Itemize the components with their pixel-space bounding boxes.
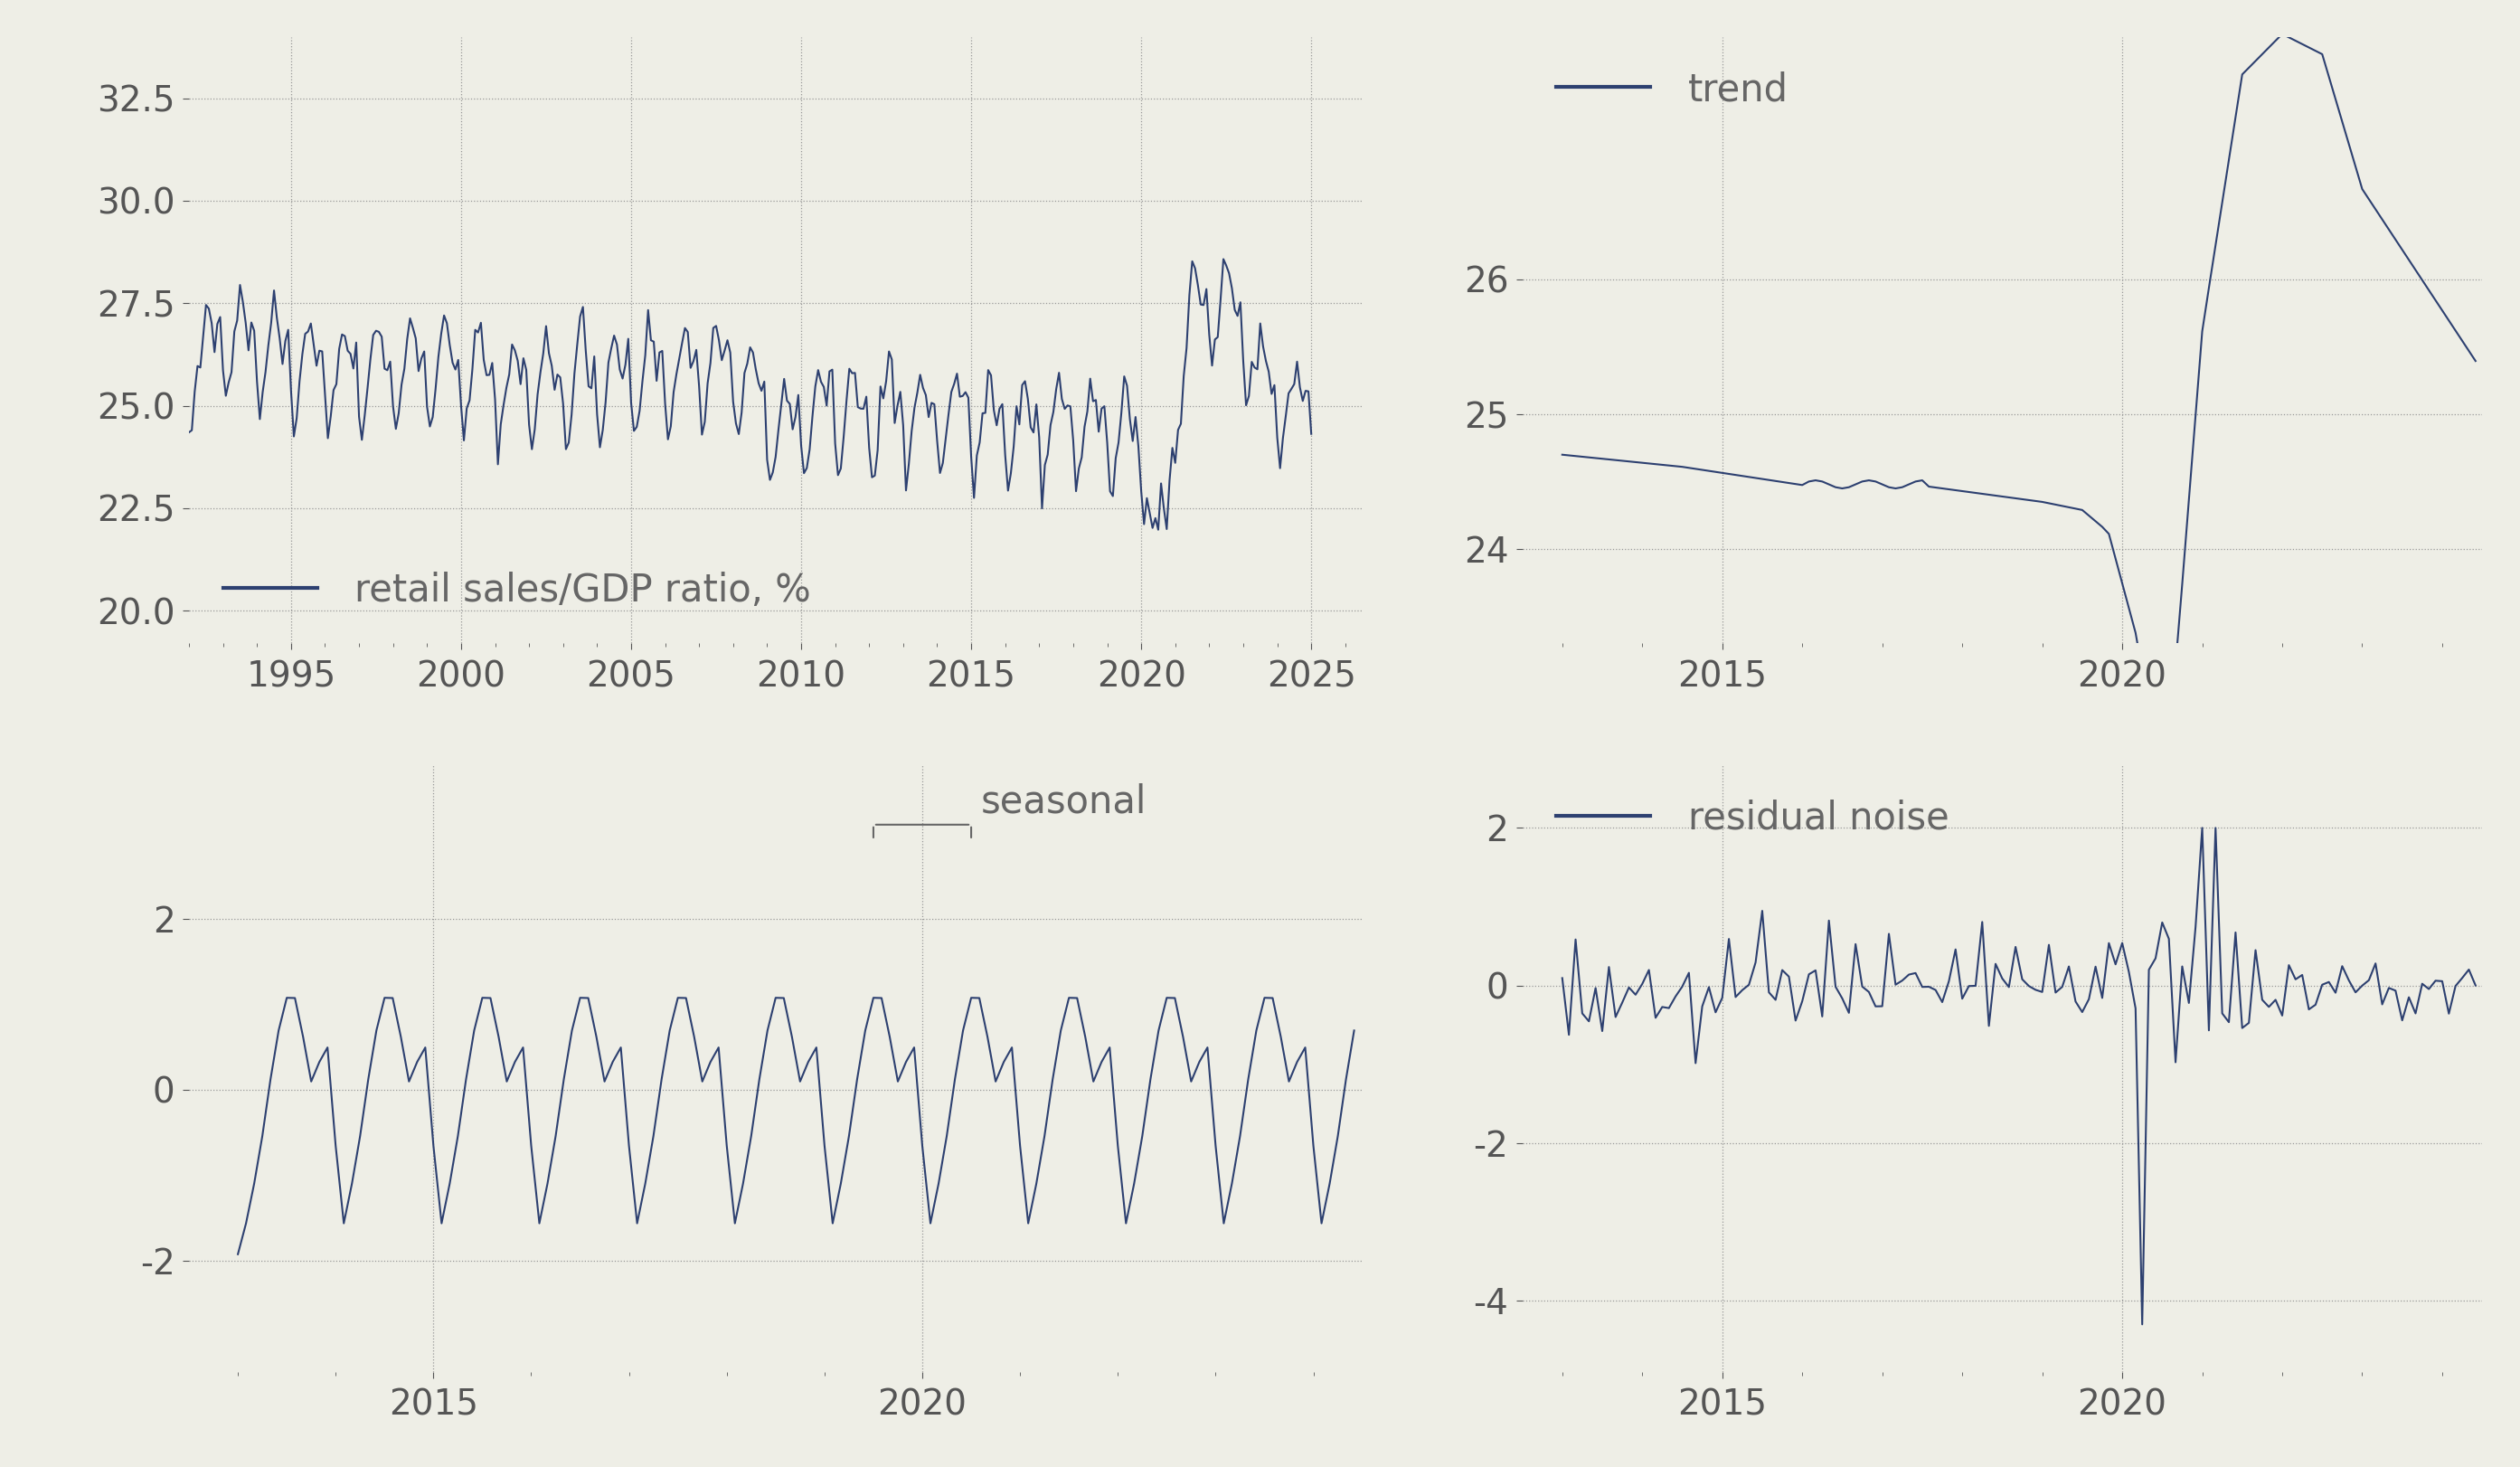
Legend: retail sales/GDP ratio, %: retail sales/GDP ratio, %	[207, 556, 827, 625]
Text: seasonal: seasonal	[980, 782, 1147, 820]
Legend: trend: trend	[1542, 56, 1804, 123]
Legend: residual noise: residual noise	[1542, 783, 1963, 852]
